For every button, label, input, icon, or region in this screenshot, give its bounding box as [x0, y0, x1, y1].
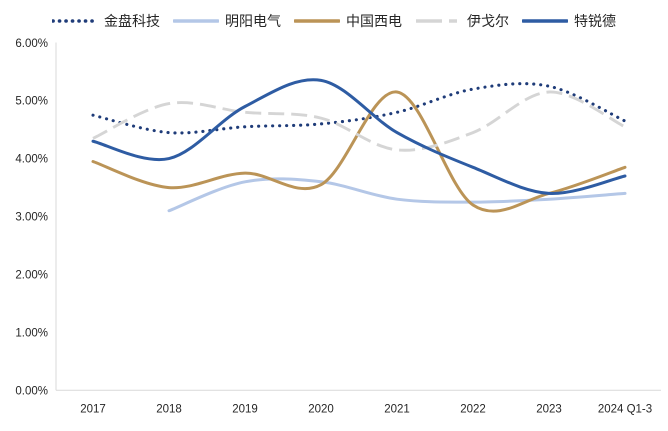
x-axis-label: 2018	[156, 403, 182, 415]
y-tick-label: 5.00%	[15, 96, 48, 108]
legend-marker-dotted-line	[52, 19, 98, 23]
legend-marker-solid-line	[294, 19, 340, 23]
y-tick-label: 6.00%	[15, 38, 48, 50]
x-axis-label: 2022	[460, 403, 486, 415]
legend-marker-dashed-line	[416, 19, 460, 23]
y-tick-label: 4.00%	[15, 154, 48, 166]
legend-item-4: 特锐德	[522, 12, 616, 30]
x-axis-label: 2017	[80, 403, 106, 415]
legend-label: 伊戈尔	[467, 13, 509, 29]
y-tick-label: 0.00%	[15, 385, 48, 397]
legend-label: 中国西电	[346, 13, 402, 29]
series-line-2	[91, 90, 627, 213]
legend-marker-solid-line	[173, 19, 219, 23]
legend-item-3: 伊戈尔	[415, 12, 509, 30]
series-line-4	[91, 78, 627, 195]
y-tick-label: 2.00%	[15, 269, 48, 281]
legend-item-1: 明阳电气	[173, 12, 281, 30]
legend-marker-solid-line	[522, 19, 568, 23]
legend-label: 金盘科技	[104, 13, 160, 29]
y-tick-label: 1.00%	[15, 327, 48, 339]
series-line-1	[167, 177, 627, 213]
x-axis-label: 2019	[232, 403, 258, 415]
y-tick-label: 3.00%	[15, 212, 48, 224]
legend-label: 特锐德	[574, 13, 616, 29]
legend-item-0: 金盘科技	[52, 12, 160, 30]
legend-item-2: 中国西电	[294, 12, 402, 30]
x-axis-label: 2024 Q1-3	[598, 403, 652, 415]
x-axis-label: 2020	[308, 403, 334, 415]
chart-legend: 金盘科技 明阳电气 中国西电 伊戈尔 特锐德	[0, 12, 668, 30]
x-axis-label: 2021	[384, 403, 410, 415]
series-line-0	[91, 82, 627, 135]
series-line-3	[92, 90, 626, 152]
x-axis-label: 2023	[536, 403, 562, 415]
legend-label: 明阳电气	[225, 13, 281, 29]
